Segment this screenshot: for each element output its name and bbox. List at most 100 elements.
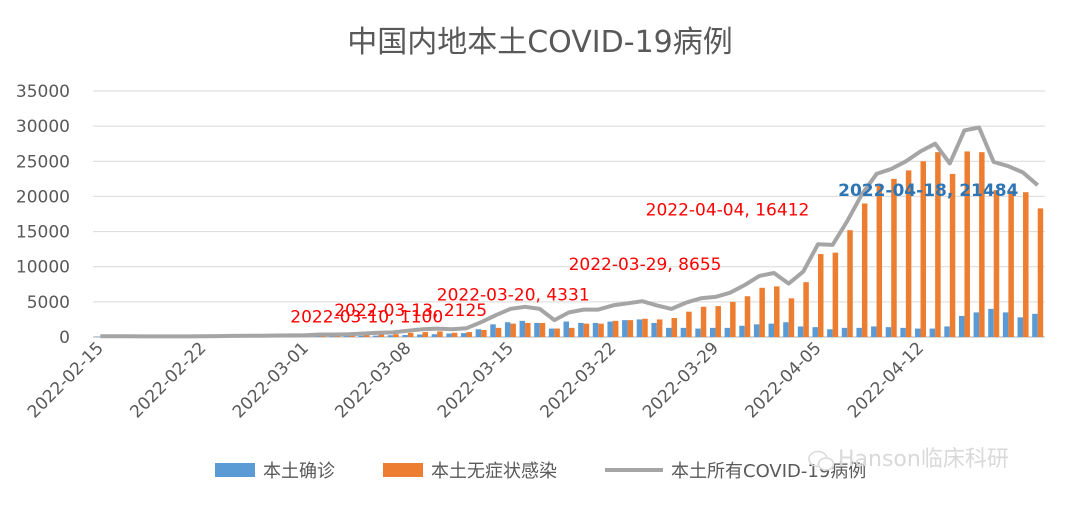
bar	[700, 306, 707, 337]
bar	[739, 325, 745, 337]
x-tick-label: 2022-03-08	[331, 338, 415, 422]
bar	[964, 151, 970, 337]
bar	[827, 329, 833, 337]
bar	[554, 328, 560, 337]
bar	[431, 334, 438, 337]
bar	[929, 328, 936, 337]
bar	[1023, 192, 1029, 337]
y-tick-label: 0	[59, 328, 70, 348]
bar	[451, 332, 458, 337]
bar-series	[94, 151, 1044, 337]
bar	[905, 170, 912, 337]
x-tick-label: 2022-04-05	[742, 338, 826, 422]
bar	[519, 320, 526, 337]
bar	[548, 328, 555, 337]
bar	[349, 335, 355, 337]
bar	[915, 328, 921, 337]
bar	[949, 173, 956, 337]
bar	[847, 230, 853, 337]
bar	[774, 286, 780, 337]
y-tick-label: 20000	[16, 187, 70, 207]
bar	[495, 327, 502, 337]
data-label: 2022-03-13, 2125	[334, 301, 487, 321]
legend-swatch	[383, 463, 423, 477]
x-tick-label: 2022-03-15	[434, 338, 518, 422]
x-tick-label: 2022-03-01	[229, 338, 313, 422]
bar	[1002, 312, 1009, 337]
data-label: 2022-03-10, 1100	[290, 308, 443, 328]
bar	[504, 322, 511, 337]
legend-swatch	[215, 463, 255, 477]
bar	[437, 331, 443, 337]
bar	[788, 298, 795, 337]
legend-label: 本土无症状感染	[431, 461, 557, 482]
bar	[709, 327, 716, 337]
x-tick-label: 2022-03-22	[536, 338, 620, 422]
bar	[979, 152, 985, 337]
y-tick-label: 25000	[16, 152, 70, 172]
bar	[686, 311, 692, 337]
bar	[343, 335, 350, 337]
bar	[876, 184, 883, 337]
data-label: 2022-04-18, 21484	[838, 181, 1018, 201]
wechat-icon	[808, 450, 835, 471]
bar	[363, 334, 370, 337]
bar	[358, 335, 364, 337]
data-label: 2022-04-04, 16412	[646, 201, 810, 221]
bar	[387, 335, 394, 337]
bar	[715, 306, 721, 337]
bar	[598, 323, 604, 337]
bar	[446, 333, 452, 337]
bar	[636, 319, 643, 337]
data-label: 2022-03-20, 4331	[437, 286, 590, 306]
bar	[1032, 313, 1038, 337]
bar	[935, 152, 941, 337]
bar	[797, 326, 804, 337]
watermark: Hanson临床科研	[808, 447, 1009, 472]
bar	[695, 328, 701, 337]
y-tick-label: 5000	[27, 293, 70, 313]
x-axis-tick-labels: 2022-02-15 2022-02-22 2022-03-01 2022-03-08…	[24, 338, 928, 422]
bar	[466, 332, 472, 337]
bar	[510, 323, 516, 337]
bar	[724, 327, 731, 337]
bar	[651, 322, 657, 337]
bar	[1008, 190, 1014, 337]
bar	[417, 334, 423, 337]
x-tick-label: 2022-04-12	[844, 338, 928, 422]
bar	[422, 332, 429, 337]
bar	[534, 322, 540, 337]
y-tick-label: 35000	[16, 82, 70, 102]
bar	[988, 308, 994, 337]
bar	[402, 335, 408, 337]
bar	[900, 327, 906, 337]
bar	[973, 312, 980, 337]
bar	[841, 327, 848, 337]
bar	[607, 321, 613, 337]
bar	[856, 327, 862, 337]
bar	[373, 335, 379, 337]
y-tick-label: 10000	[16, 258, 70, 278]
y-axis-tick-labels: 35000 30000 25000 20000 15000 10000 5000 0	[16, 82, 70, 348]
bar	[378, 334, 385, 337]
bar	[583, 323, 590, 337]
bar	[871, 326, 877, 337]
series-line	[100, 125, 1040, 339]
bar	[578, 322, 584, 337]
bar	[744, 296, 751, 337]
bar	[642, 318, 648, 337]
chart-title: 中国内地本土COVID-19病例	[347, 25, 733, 60]
bar	[666, 327, 672, 337]
bar	[759, 287, 765, 337]
bar	[539, 322, 546, 337]
bar	[803, 282, 809, 337]
y-tick-label: 15000	[16, 223, 70, 243]
bar	[475, 329, 482, 337]
bar	[1037, 208, 1044, 337]
bar	[490, 324, 496, 337]
bar	[407, 332, 414, 337]
bar	[832, 252, 839, 337]
bar	[730, 301, 736, 337]
